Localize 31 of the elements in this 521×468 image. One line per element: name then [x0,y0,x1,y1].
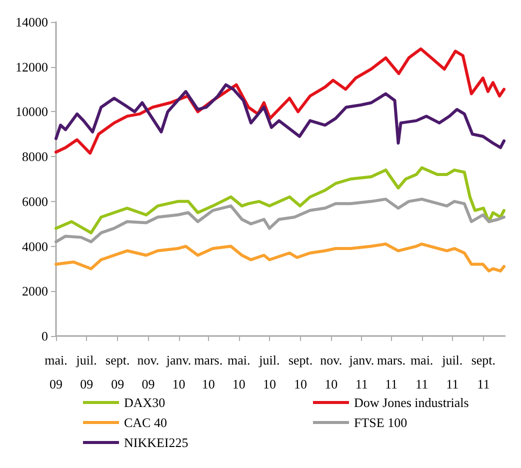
legend-label: DAX30 [124,395,166,410]
line-series [54,166,506,234]
x-tick-label: sept. 09 [106,352,130,392]
legend-label: FTSE 100 [354,415,408,430]
x-tick-label: janv. 11 [348,352,374,392]
x-tick-label: janv. 10 [165,352,192,392]
y-tick-label: 8000 [22,149,48,164]
line-series [54,83,506,150]
x-tick-label: mai. 09 [44,352,68,392]
legend-label: CAC 40 [124,415,167,430]
y-tick-label: 4000 [22,238,48,254]
legend-label: Dow Jones industrials [354,395,469,410]
y-tick-label: 0 [42,328,48,344]
x-tick-label: mai. 10 [228,352,250,392]
x-tick-label: mai. 11 [410,352,434,392]
x-tick-label: juil. 10 [258,352,280,392]
y-tick-label: 2000 [22,284,48,299]
legend-label: NIKKEI225 [124,435,188,450]
x-tick-label: sept. 11 [471,352,496,392]
x-tick-label: juil. 11 [441,352,463,392]
x-tick-label: nov. 09 [137,352,160,392]
x-tick-label: mars. 10 [194,352,223,392]
x-tick-label: juil. 09 [75,352,97,392]
x-tick-label: nov. 10 [320,352,342,392]
x-tick-label: mars. 11 [376,352,406,392]
y-tick-label: 14000 [16,14,48,30]
x-tick-label: sept. 10 [288,352,313,392]
y-tick-label: 6000 [22,194,48,209]
y-tick-label: 12000 [16,59,48,74]
y-tick-label: 10000 [16,104,48,120]
line-series [54,242,506,272]
